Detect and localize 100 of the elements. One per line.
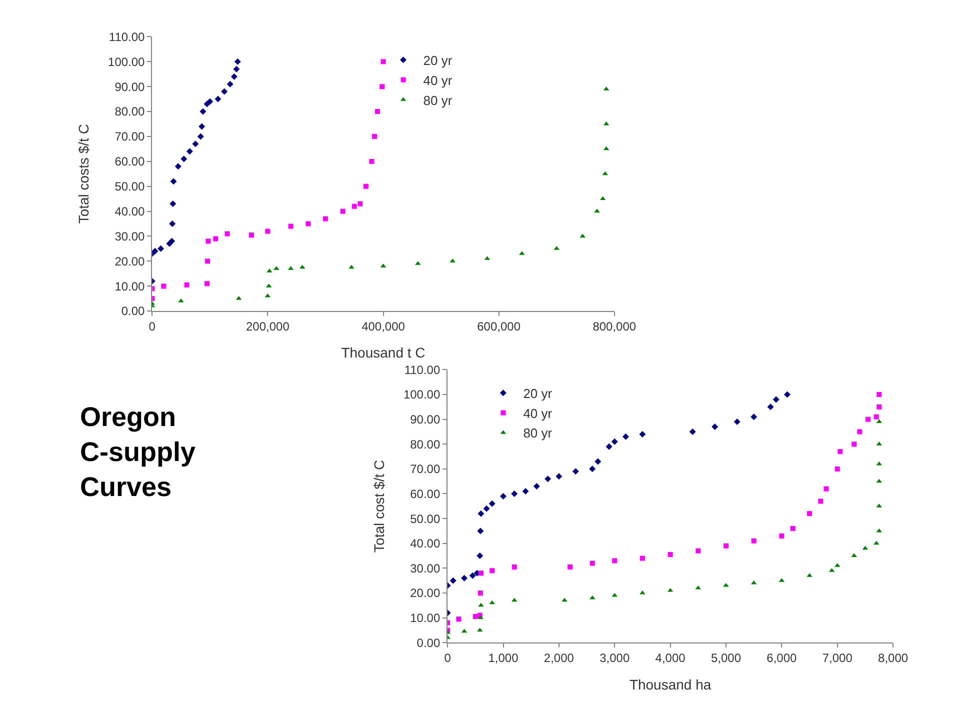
point (622, 433, 630, 440)
point (478, 510, 484, 517)
point (639, 430, 646, 438)
point (206, 98, 214, 105)
point (461, 574, 468, 582)
x-tick-label: 4,000 (655, 650, 686, 665)
point (192, 140, 199, 148)
point (784, 391, 791, 398)
point (511, 490, 518, 497)
point (874, 414, 879, 420)
point (852, 442, 857, 447)
point (589, 466, 596, 472)
point (824, 486, 829, 492)
point (352, 204, 357, 209)
point (265, 228, 270, 234)
point (779, 533, 784, 538)
point (213, 236, 218, 242)
point (807, 511, 812, 516)
point (221, 88, 228, 95)
point (594, 458, 602, 465)
point (456, 616, 462, 622)
y-tick-label: 20.00 (114, 254, 146, 268)
x-axis-title: Thousand t C (341, 344, 426, 361)
point (206, 238, 211, 244)
y-tick-label: 80.00 (114, 104, 146, 119)
point (876, 392, 882, 397)
x-tick-label: 6,000 (766, 650, 798, 665)
x-tick-label: 600,000 (477, 319, 521, 334)
point (544, 476, 552, 482)
point (533, 483, 540, 490)
x-tick-label: 3,000 (600, 650, 630, 665)
point (477, 528, 484, 534)
point (288, 224, 294, 229)
point (767, 404, 774, 410)
point (476, 552, 484, 560)
point (369, 158, 374, 164)
point (751, 538, 756, 544)
point (363, 184, 368, 189)
point (214, 96, 222, 102)
point (168, 238, 176, 244)
point (224, 231, 230, 236)
point (200, 108, 206, 115)
y-tick-label: 50.00 (410, 512, 440, 526)
point (500, 492, 507, 500)
point (306, 221, 311, 226)
point (640, 556, 645, 561)
y-tick-label: 60.00 (410, 486, 440, 501)
point (483, 505, 490, 512)
x-axis-title: Thousand ha (629, 676, 712, 692)
x-tick-label: 8,000 (878, 650, 908, 665)
point (818, 498, 824, 504)
point (170, 178, 177, 185)
y-tick-label: 90.00 (114, 80, 146, 94)
point (161, 284, 166, 289)
point (204, 281, 210, 286)
point (556, 473, 562, 480)
point (230, 73, 238, 80)
point (469, 572, 476, 579)
y-tick-label: 10.00 (114, 279, 146, 294)
x-tick-label: 0 (444, 650, 452, 665)
point (322, 216, 328, 222)
text: Oregon C-supply Curves (80, 402, 196, 502)
point (572, 468, 579, 475)
point (724, 543, 729, 548)
x-tick-label: 5,000 (710, 650, 742, 665)
y-axis-title: Total costs $/t C (76, 124, 92, 224)
y-tick-label: 20.00 (410, 586, 440, 600)
point (772, 396, 780, 403)
legend-label: 20 yr (523, 386, 553, 401)
point (374, 109, 380, 114)
x-tick-label: 1,000 (488, 650, 519, 665)
y-tick-label: 100.00 (108, 54, 146, 69)
point (158, 245, 164, 252)
point (180, 156, 188, 162)
point (696, 548, 701, 554)
y-tick-label: 90.00 (410, 412, 440, 427)
point (512, 564, 517, 570)
y-axis-title: Total cost $/t C (371, 460, 388, 552)
x-tick-label: 2,000 (544, 650, 574, 665)
point (522, 488, 529, 495)
point (750, 414, 758, 420)
point (857, 429, 862, 434)
y-tick-label: 50.00 (114, 180, 146, 194)
y-tick-label: 0.00 (121, 304, 146, 318)
point (348, 264, 354, 269)
legend-label: 40 yr (423, 72, 453, 88)
y-tick-label: 70.00 (114, 130, 146, 144)
point (450, 577, 456, 584)
y-tick-label: 10.00 (410, 610, 440, 625)
x-tick-label: 200,000 (246, 319, 290, 334)
point (490, 568, 495, 574)
point (866, 416, 871, 422)
point (186, 148, 193, 155)
point (152, 248, 158, 254)
y-tick-label: 100.00 (403, 388, 440, 402)
point (612, 558, 618, 564)
point (170, 200, 176, 208)
legend-label: 80 yr (423, 92, 453, 108)
point (606, 443, 612, 450)
point (234, 58, 241, 65)
